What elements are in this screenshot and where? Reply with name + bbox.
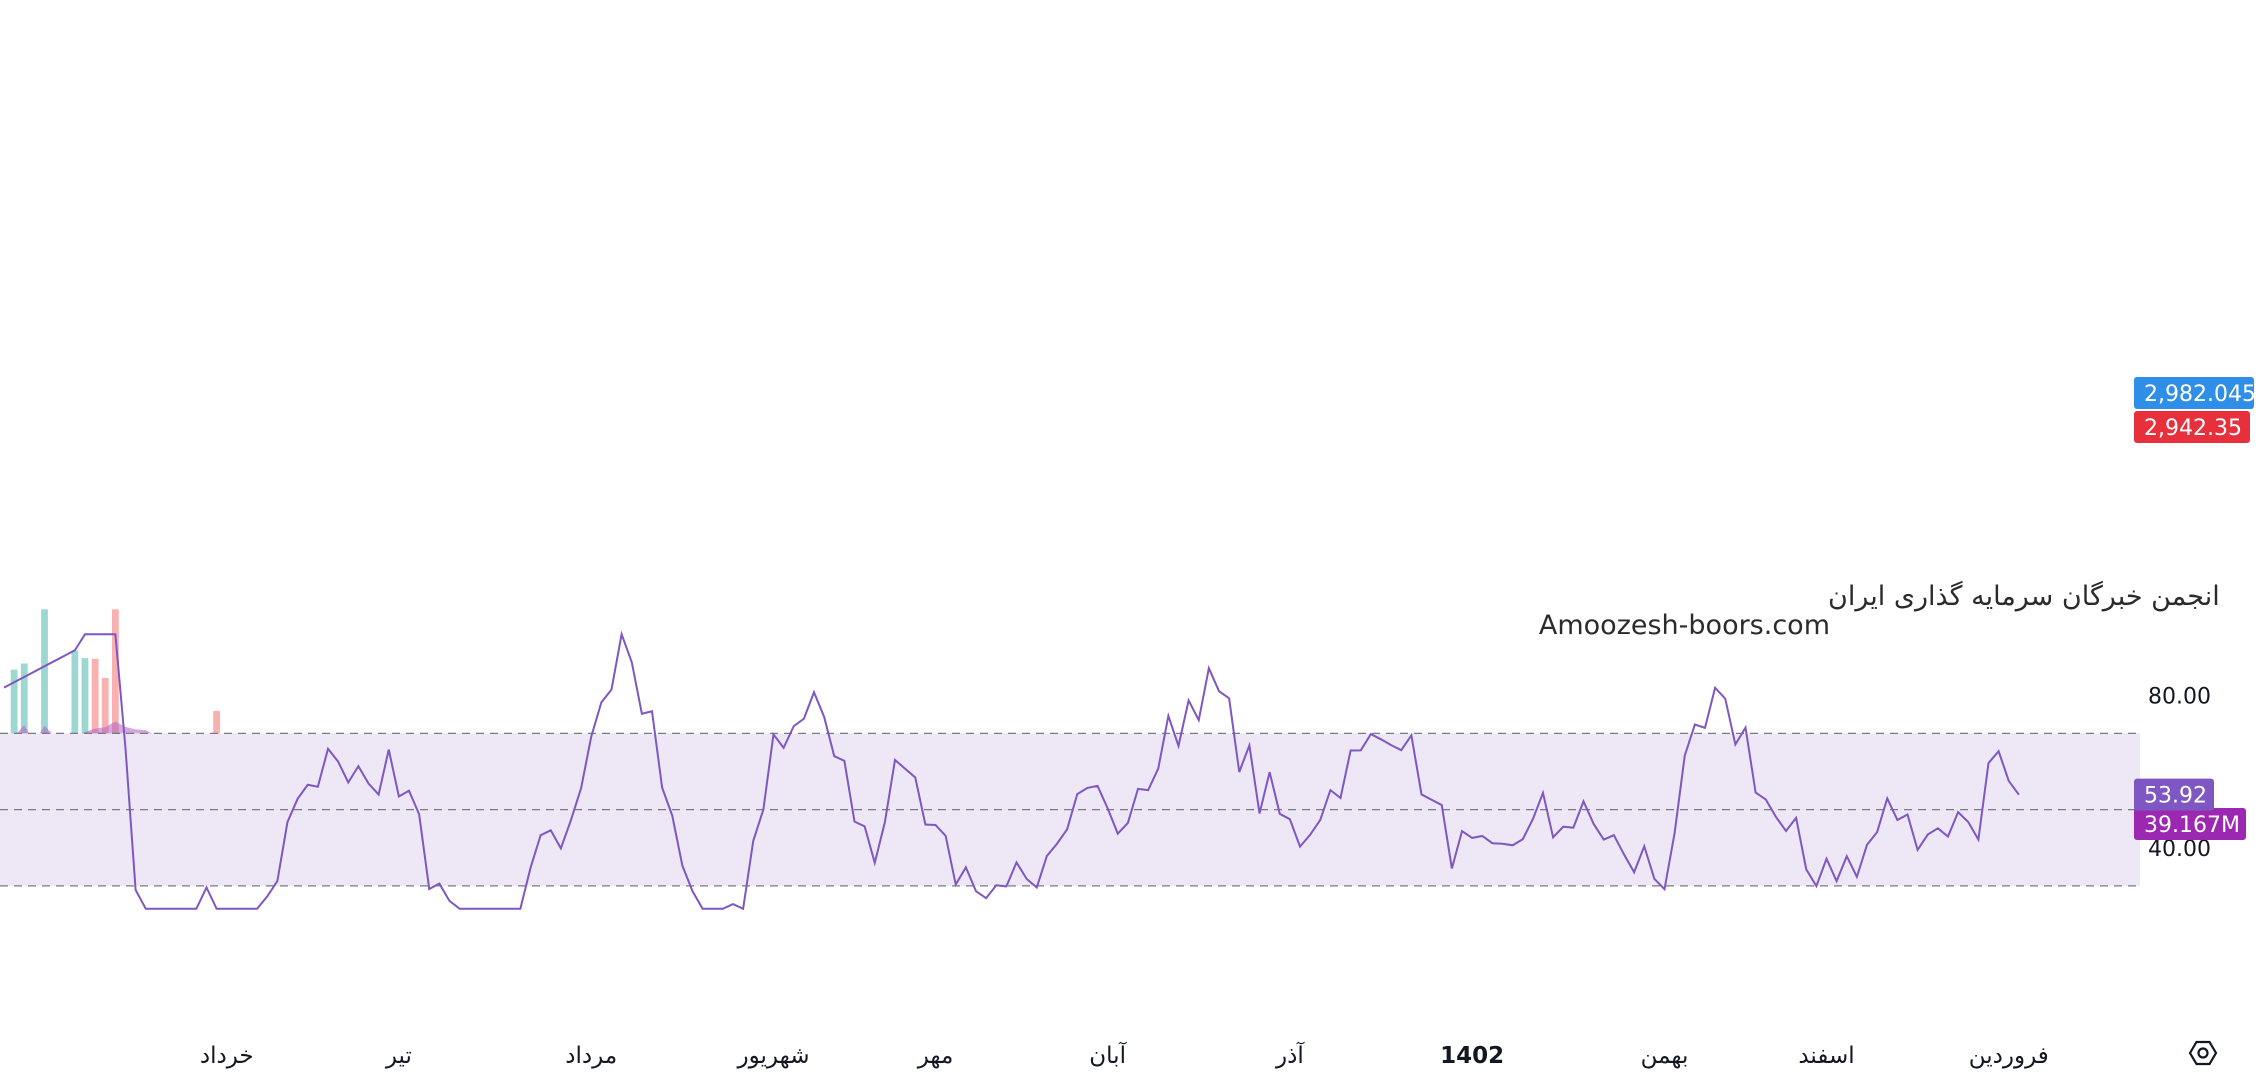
svg-text:2,982.045: 2,982.045 <box>2144 382 2256 407</box>
time-axis-label: بهمن <box>1641 1043 1689 1069</box>
rsi-badge: 53.92 <box>2134 778 2214 811</box>
svg-text:53.92: 53.92 <box>2144 784 2207 809</box>
rsi-tick-label: 40.00 <box>2148 837 2211 862</box>
watermark-text-url: Amoozesh-boors.com <box>1539 610 1830 641</box>
rsi-tick-label: 80.00 <box>2148 684 2211 709</box>
watermark-text-fa: انجمن خبرگان سرمایه گذاری ایران <box>1828 580 2220 612</box>
ma-blue-badge: 2,982.045 <box>2134 377 2256 409</box>
settings-hex-icon[interactable] <box>2188 1040 2218 1066</box>
time-axis-label: تیر <box>385 1043 412 1069</box>
time-axis-label: آبان <box>1089 1041 1127 1069</box>
time-axis-label: مرداد <box>565 1043 617 1069</box>
volume-badge: 39.167M <box>2134 808 2246 840</box>
time-axis-label: آذر <box>1275 1041 1305 1069</box>
time-axis-label: فروردین <box>1969 1043 2049 1069</box>
time-axis-label: شهریور <box>737 1043 810 1069</box>
ma-red-badge: 2,942.35 <box>2134 411 2250 443</box>
time-axis-label: اسفند <box>1798 1043 1854 1069</box>
time-axis-label: خرداد <box>200 1043 254 1069</box>
svg-text:39.167M: 39.167M <box>2144 813 2240 838</box>
volume-bar <box>41 609 48 838</box>
time-axis-label: 1402 <box>1440 1043 1504 1069</box>
time-axis-label: مهر <box>917 1043 954 1069</box>
rsi-line[interactable] <box>3 630 2020 911</box>
svg-text:2,942.35: 2,942.35 <box>2144 416 2242 441</box>
